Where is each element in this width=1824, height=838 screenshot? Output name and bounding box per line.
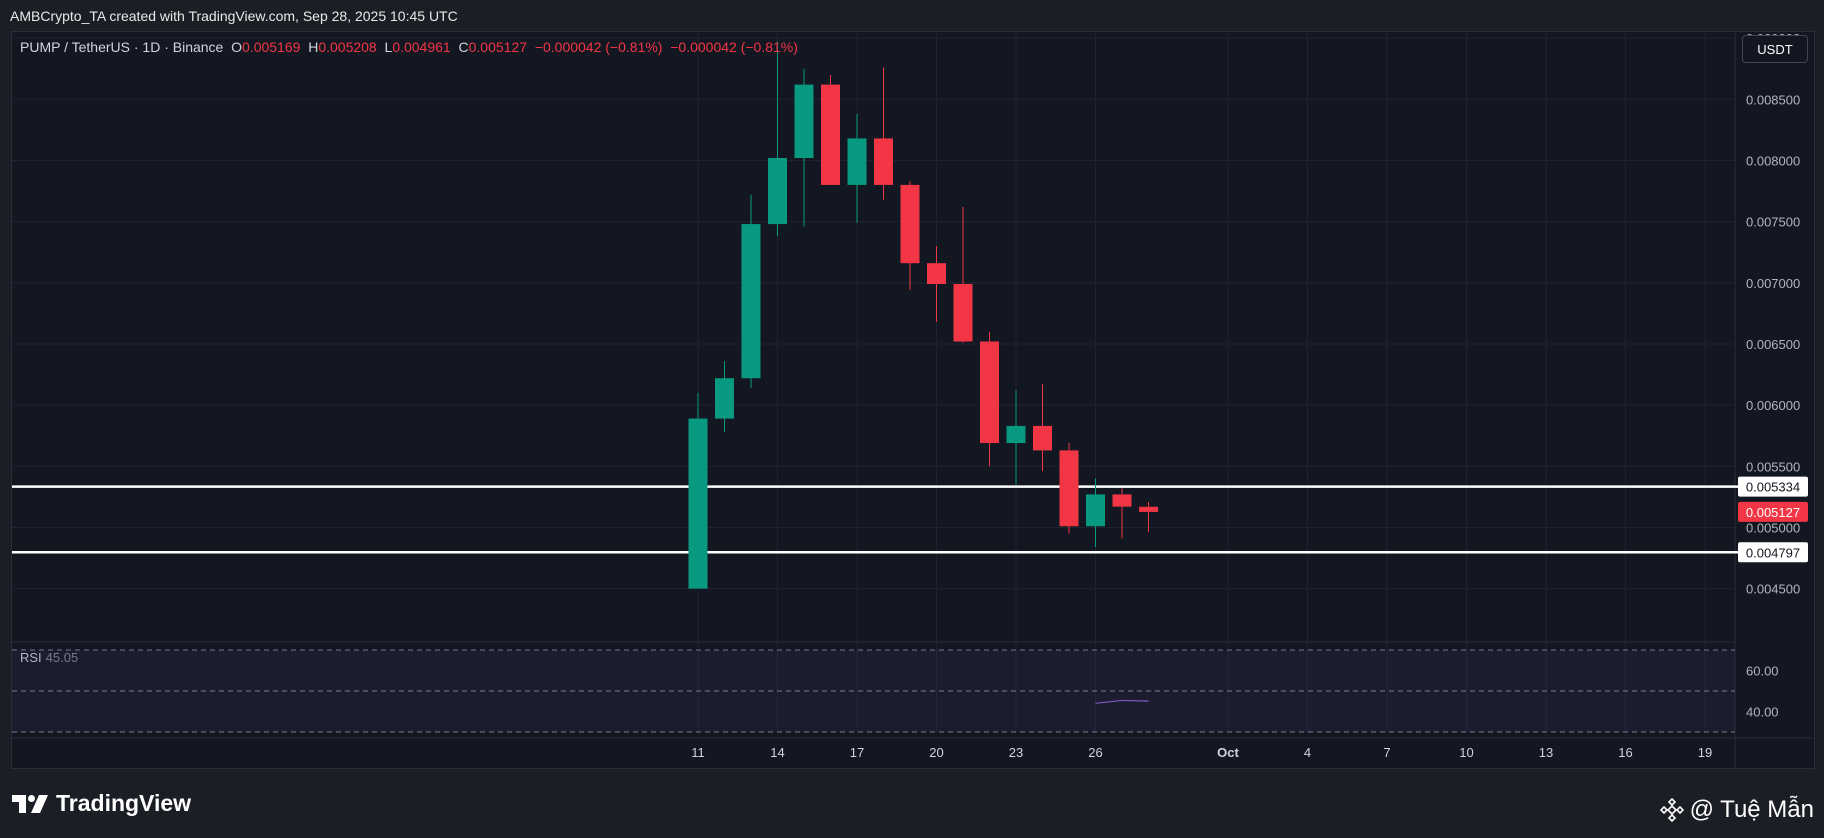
time-tick-label: 26: [1088, 745, 1102, 760]
candle-body[interactable]: [980, 341, 999, 444]
time-axis[interactable]: 11 14 17 20 23 26 Oct 4 7 10 13 16 19: [691, 745, 1712, 760]
candle-body[interactable]: [821, 84, 840, 185]
open-label: O: [231, 39, 243, 55]
price-tick-label: 0.008500: [1746, 92, 1800, 107]
last-price-tag: [1738, 501, 1808, 522]
binance-diamond-icon: [1659, 798, 1684, 822]
candle-body[interactable]: [953, 284, 973, 342]
candle-body[interactable]: [1086, 494, 1105, 527]
rsi-tick-label: 60.00: [1746, 664, 1779, 679]
close-label: C: [458, 39, 469, 55]
level-price-tag: [1738, 542, 1808, 563]
candle-body[interactable]: [794, 84, 814, 159]
rsi-line: [1095, 699, 1149, 704]
price-tick-label: 0.007500: [1746, 215, 1800, 230]
open-value: 0.005169: [242, 39, 301, 55]
low-label: L: [384, 39, 393, 55]
last-price-label: 0.005127: [1746, 505, 1800, 520]
candle-body[interactable]: [715, 378, 734, 419]
close-value: 0.005127: [468, 39, 528, 55]
price-tick-label: 0.006000: [1746, 398, 1800, 413]
rsi-pane: [12, 649, 1735, 733]
candle-body[interactable]: [768, 158, 787, 225]
tradingview-logo[interactable]: TradingView: [12, 790, 191, 817]
level-price-label: 0.004797: [1746, 545, 1800, 560]
symbol-legend: PUMP / TetherUS · 1D · Binance O0.005169…: [20, 39, 798, 55]
time-tick-label: 14: [770, 745, 784, 760]
time-tick-label: 17: [850, 745, 864, 760]
time-tick-label: 16: [1618, 745, 1632, 760]
horizontal-levels[interactable]: [12, 485, 1738, 554]
time-tick-label: 10: [1459, 745, 1473, 760]
candle-body[interactable]: [1139, 506, 1158, 512]
level-price-label: 0.005334: [1746, 480, 1800, 495]
rsi-label: RSI: [20, 650, 42, 665]
price-tick-label: 0.008000: [1746, 153, 1800, 168]
candle-body[interactable]: [688, 418, 708, 589]
time-tick-label: Oct: [1217, 745, 1239, 760]
candles[interactable]: [688, 41, 1159, 589]
time-tick-label: 11: [691, 745, 705, 760]
time-tick-label: 23: [1009, 745, 1023, 760]
grid-layer: [12, 32, 1812, 768]
author-watermark: @ Tuệ Mẫn: [1659, 796, 1814, 824]
time-tick-label: 7: [1383, 745, 1390, 760]
rsi-legend: RSI 45.05: [20, 650, 78, 665]
price-tick-label: 0.004500: [1746, 582, 1800, 597]
candle-body[interactable]: [927, 263, 946, 285]
rsi-value: 45.05: [45, 650, 79, 665]
change-value-secondary: −0.000042 (−0.81%): [670, 39, 798, 55]
chart-attribution: AMBCrypto_TA created with TradingView.co…: [10, 8, 458, 24]
time-tick-label: 13: [1539, 745, 1553, 760]
price-tick-label: 0.005500: [1746, 459, 1800, 474]
currency-button[interactable]: USDT: [1742, 35, 1808, 63]
price-tick-label: 0.005000: [1746, 520, 1800, 535]
rsi-tick-label: 40.00: [1746, 705, 1779, 720]
candle-body[interactable]: [1112, 494, 1132, 507]
candle-body[interactable]: [847, 138, 867, 185]
level-price-tag: [1738, 476, 1808, 497]
time-tick-label: 4: [1304, 745, 1311, 760]
time-tick-label: 20: [929, 745, 943, 760]
time-tick-label: 19: [1698, 745, 1712, 760]
chart-panel[interactable]: [11, 31, 1815, 769]
price-tick-label: 0.006500: [1746, 337, 1800, 352]
price-tick-label: 0.007000: [1746, 276, 1800, 291]
candle-body[interactable]: [900, 184, 920, 264]
watermark-text: @ Tuệ Mẫn: [1689, 796, 1814, 823]
change-value: −0.000042 (−0.81%): [534, 39, 663, 55]
rsi-band: [12, 650, 1735, 732]
candle-body[interactable]: [1006, 425, 1026, 444]
symbol-title: PUMP / TetherUS · 1D · Binance: [20, 39, 224, 55]
high-label: H: [308, 39, 319, 55]
tradingview-logo-icon: [12, 794, 48, 813]
candle-body[interactable]: [874, 138, 893, 185]
tradingview-logo-text: TradingView: [56, 790, 192, 816]
price-axis[interactable]: 0.0090000.0085000.0080000.0075000.007000…: [1738, 31, 1808, 720]
candle-body[interactable]: [741, 224, 761, 379]
candle-body[interactable]: [1033, 425, 1052, 451]
high-value: 0.005208: [318, 39, 377, 55]
low-value: 0.004961: [392, 39, 451, 55]
candle-body[interactable]: [1059, 450, 1079, 527]
